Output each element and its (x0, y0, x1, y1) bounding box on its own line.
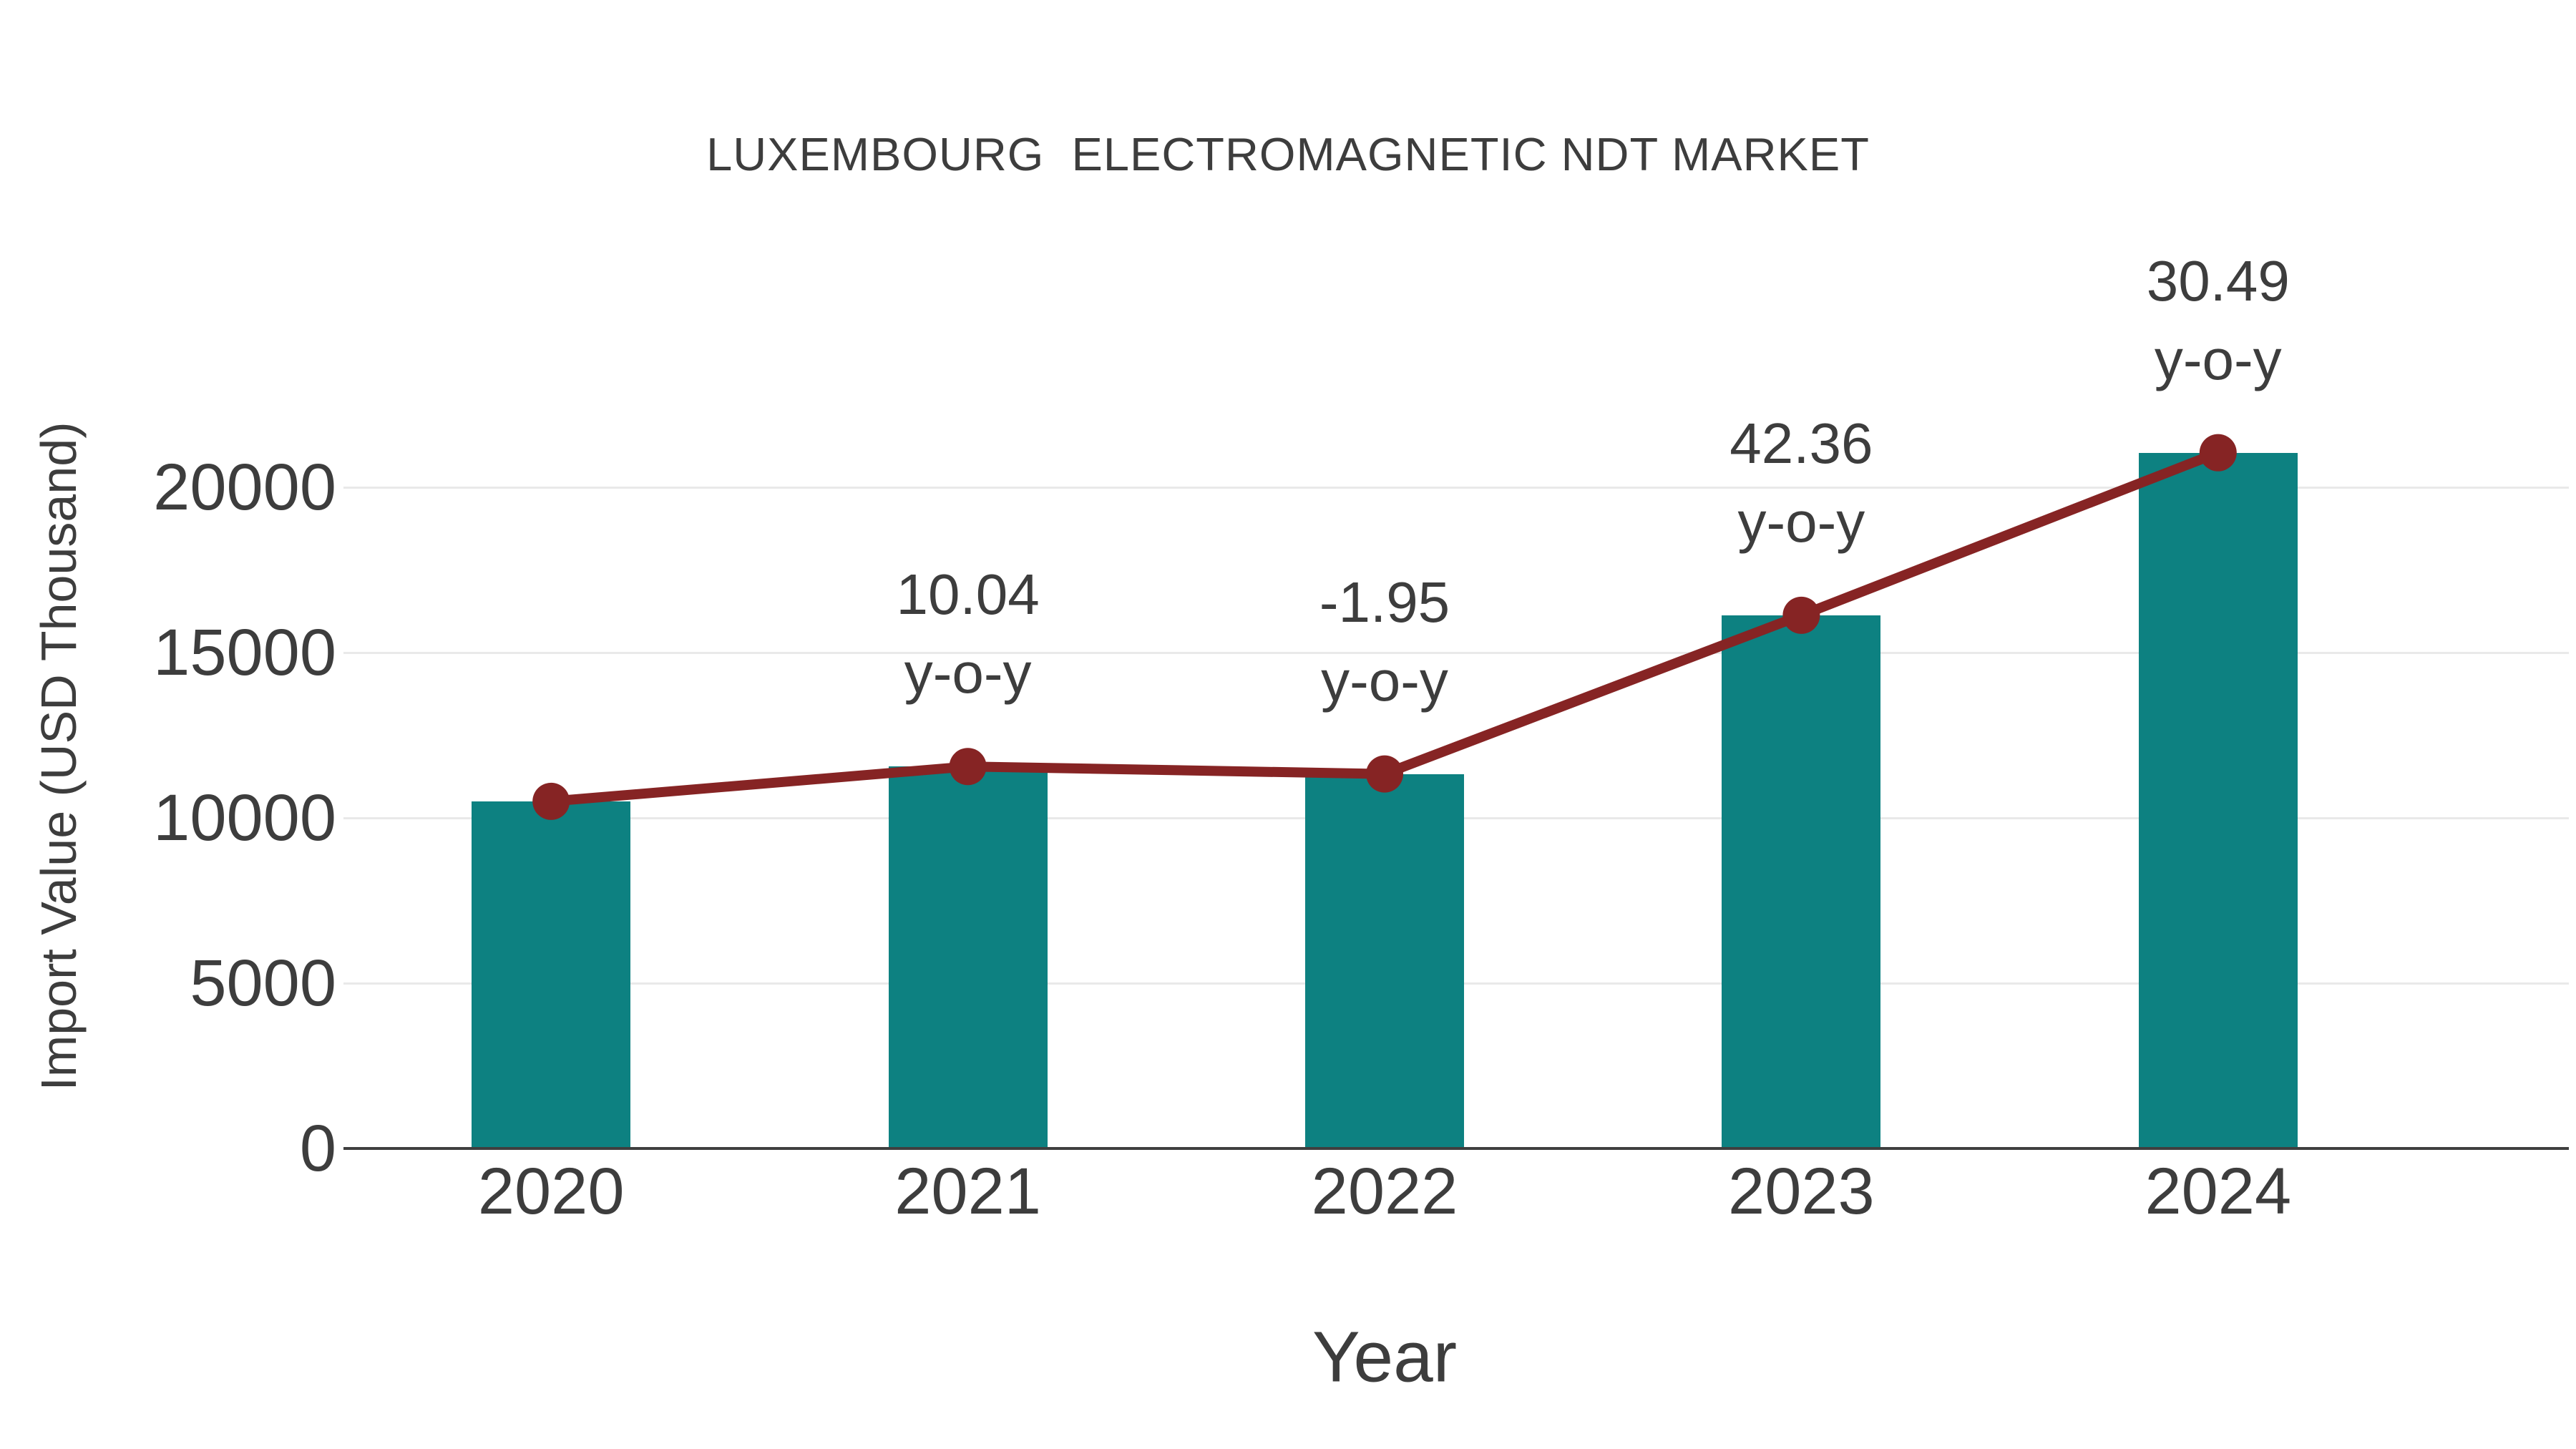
x-tick-label: 2020 (477, 1155, 625, 1228)
bar (888, 766, 1048, 1148)
yoy-value: 30.49 (2146, 248, 2290, 313)
yoy-annotation: 42.36 y-o-y (1729, 404, 1873, 562)
chart-title: LUXEMBOURG ELECTROMAGNETIC NDT MARKET (706, 128, 1870, 180)
bar (472, 801, 631, 1148)
yoy-label: y-o-y (904, 641, 1032, 706)
yoy-label: y-o-y (1321, 648, 1448, 713)
y-tick-label: 10000 (153, 781, 336, 854)
x-tick-label: 2024 (2145, 1155, 2292, 1228)
x-axis-line (343, 1147, 2569, 1150)
x-axis-title: Year (1312, 1317, 1458, 1397)
y-tick-label: 0 (299, 1112, 336, 1185)
yoy-label: y-o-y (2154, 327, 2282, 391)
yoy-value: 42.36 (1729, 411, 1873, 475)
y-tick-label: 20000 (153, 451, 336, 524)
bar (2138, 452, 2298, 1148)
y-axis-title: Import Value (USD Thousand) (31, 421, 87, 1091)
yoy-annotation: 30.49 y-o-y (2147, 242, 2290, 399)
x-tick-label: 2022 (1311, 1155, 1458, 1228)
yoy-annotation: 10.04 y-o-y (896, 555, 1039, 713)
x-tick-label: 2023 (1728, 1155, 1875, 1228)
y-tick-label: 5000 (190, 947, 336, 1020)
bar (1305, 774, 1464, 1148)
yoy-value: -1.95 (1319, 570, 1450, 634)
x-tick-label: 2021 (894, 1155, 1041, 1228)
bar (1722, 615, 1881, 1148)
y-tick-label: 15000 (153, 616, 336, 689)
yoy-label: y-o-y (1737, 489, 1865, 554)
yoy-annotation: -1.95 y-o-y (1319, 563, 1450, 721)
yoy-value: 10.04 (896, 562, 1040, 627)
